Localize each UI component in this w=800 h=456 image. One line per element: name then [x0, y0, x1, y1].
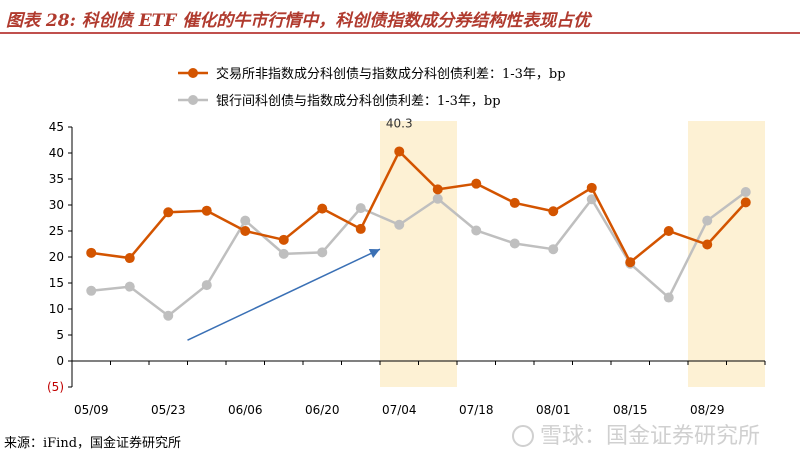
series-0-point: [317, 203, 328, 214]
series-1-point: [586, 194, 597, 205]
y-tick-label: 45: [49, 120, 64, 134]
legend-swatch-marker-1: [188, 95, 198, 105]
series-0-point: [163, 207, 174, 218]
y-tick-label: (5): [47, 380, 64, 394]
x-tick-label: 07/18: [459, 403, 494, 417]
series-1-point: [471, 225, 482, 236]
y-tick-label: 20: [49, 250, 64, 264]
series-1-point: [740, 187, 751, 197]
series-0-point: [240, 226, 251, 236]
x-tick-label: 06/20: [305, 403, 340, 417]
snowball-logo-icon: [512, 425, 534, 447]
y-tick-label: 30: [49, 198, 64, 212]
watermark-text: 雪球：国金证券研究所: [540, 424, 761, 449]
series-0-point: [394, 146, 405, 157]
series-1-point: [163, 310, 174, 321]
series-1-point: [124, 281, 135, 292]
highlight-band-0: [380, 121, 457, 387]
series-1-point: [548, 244, 559, 255]
series-0-point: [278, 234, 289, 245]
x-tick-label: 05/09: [74, 403, 109, 417]
legend-label-0: 交易所非指数成分科创债与指数成分科创债利差：1-3年，bp: [216, 66, 566, 82]
y-tick-label: 35: [49, 172, 64, 186]
title-bar: 图表 28: 科创债 ETF 催化的牛市行情中，科创债指数成分券结构性表现占优: [0, 0, 800, 34]
series-1-point: [509, 238, 520, 249]
series-0-point: [586, 182, 597, 193]
series-1-point: [355, 203, 366, 214]
series-0-point: [702, 239, 713, 250]
series-0-point: [663, 226, 674, 236]
legend-swatch-marker-0: [188, 68, 198, 78]
series-1-point: [86, 285, 97, 296]
highlight-band-1: [688, 121, 765, 387]
series-0-point: [471, 178, 482, 189]
page-title: 图表 28: 科创债 ETF 催化的牛市行情中，科创债指数成分券结构性表现占优: [6, 11, 591, 31]
y-tick-label: 15: [49, 276, 64, 290]
series-1-point: [663, 292, 674, 303]
data-label: 40.3: [386, 116, 413, 130]
y-tick-label: 25: [49, 224, 64, 238]
series-0-point: [86, 247, 97, 258]
watermark: 雪球：国金证券研究所: [512, 418, 760, 450]
x-tick-label: 06/06: [228, 403, 263, 417]
legend-label-1: 银行间科创债与指数成分科创债利差：1-3年，bp: [216, 94, 501, 109]
series-line-1: [91, 190, 747, 318]
series-0-point: [548, 206, 559, 217]
series-1-point: [240, 215, 251, 226]
x-tick-label: 08/29: [690, 403, 725, 417]
y-tick-label: 5: [56, 328, 64, 342]
series-0-point: [509, 197, 520, 208]
series-1-point: [201, 280, 212, 291]
series-0-point: [124, 253, 135, 264]
y-tick-label: 10: [49, 302, 64, 316]
series-1-point: [394, 219, 405, 230]
series-0-point: [740, 197, 751, 208]
x-tick-label: 07/04: [382, 403, 417, 417]
series-line-0: [91, 150, 747, 264]
trend-arrow-line: [187, 248, 381, 341]
series-0-point: [625, 257, 636, 268]
series-1-point: [278, 248, 289, 259]
series-0-point: [201, 205, 212, 216]
source-note: 来源：iFind，国金证券研究所: [4, 436, 182, 451]
trend-arrow-head: [368, 248, 380, 258]
x-tick-label: 08/01: [536, 403, 571, 417]
series-0-point: [432, 184, 443, 195]
y-tick-label: 0: [56, 354, 64, 368]
x-tick-label: 05/23: [151, 403, 186, 417]
x-tick-label: 08/15: [613, 403, 648, 417]
series-1-point: [702, 215, 713, 226]
series-0-point: [355, 223, 366, 234]
series-1-point: [317, 247, 328, 258]
y-tick-label: 40: [49, 146, 64, 160]
series-1-point: [432, 193, 443, 204]
